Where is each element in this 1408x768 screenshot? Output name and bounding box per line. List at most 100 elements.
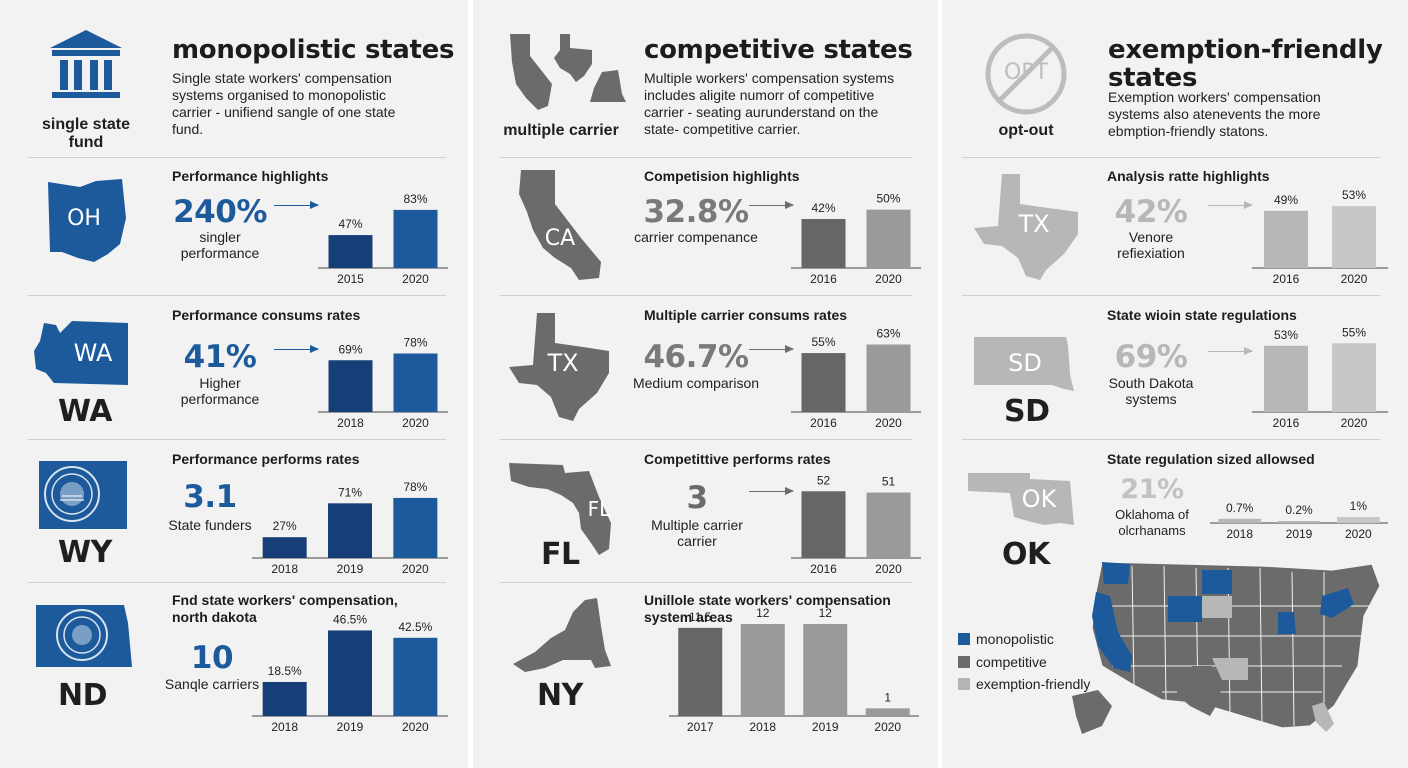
metric-caption: Oklahoma of olcrhanams <box>1115 507 1189 538</box>
state-shapes-icon <box>510 34 626 110</box>
texas-map-icon <box>509 313 609 421</box>
big-metric: 3 <box>686 480 708 516</box>
state-code: OK <box>1002 537 1050 572</box>
bar-chart: 55% 2016 63% 2020 <box>791 327 921 430</box>
big-metric: 42% <box>1114 194 1188 230</box>
bar-value-label: 27% <box>273 519 297 533</box>
metric-caption: singler performance <box>180 229 260 261</box>
icon-label: multiple carrier <box>503 122 619 139</box>
bar-value-label: 52 <box>817 473 831 487</box>
legend-label: monopolistic <box>976 631 1054 648</box>
column-title: competitive states <box>644 35 913 65</box>
arrow-icon <box>1208 347 1253 355</box>
icon-label: single state fund <box>41 116 131 151</box>
column-description: Single state workers' compensation syste… <box>172 70 396 137</box>
divider <box>28 157 446 158</box>
state-code: WY <box>58 535 112 570</box>
legend-label: exemption-friendly <box>976 676 1091 693</box>
california-map-icon <box>519 170 601 280</box>
bar-chart: 0.7% 2018 0.2% 2019 1% 2020 <box>1210 499 1388 541</box>
x-tick-label: 2018 <box>271 562 298 576</box>
icon-label: opt-out <box>998 122 1054 139</box>
big-metric: 69% <box>1114 339 1188 375</box>
legend-swatch <box>958 678 970 691</box>
bar-2016 <box>801 219 846 268</box>
bar-value-label: 1% <box>1350 499 1368 513</box>
bar-value-label: 11.5 <box>689 610 712 624</box>
x-tick-label: 2016 <box>810 416 837 430</box>
divider <box>500 295 912 296</box>
divider <box>500 582 912 583</box>
x-tick-label: 2020 <box>402 562 429 576</box>
big-metric: 41% <box>183 339 257 375</box>
bar-value-label: 47% <box>338 217 362 231</box>
bar-value-label: 83% <box>403 192 427 206</box>
map-state-code: TX <box>547 349 579 377</box>
arrow-icon <box>749 345 794 353</box>
x-tick-label: 2020 <box>874 720 901 734</box>
x-tick-label: 2017 <box>687 720 714 734</box>
map-state-code: WA <box>73 339 113 367</box>
x-tick-label: 2020 <box>875 272 902 286</box>
big-metric: 46.7% <box>643 339 749 375</box>
arrow-icon <box>1208 201 1253 209</box>
x-tick-label: 2019 <box>812 720 839 734</box>
bar-2016 <box>801 353 846 412</box>
big-metric: 3.1 <box>183 479 237 515</box>
metric-caption: Higher performance <box>180 375 260 407</box>
bar-value-label: 53% <box>1274 328 1298 342</box>
metric-caption: Venore refiexiation <box>1117 229 1185 261</box>
bar-2018 <box>740 624 785 716</box>
bar-value-label: 55% <box>811 335 835 349</box>
new-york-map-icon <box>513 598 611 672</box>
divider <box>962 295 1380 296</box>
bar-value-label: 51 <box>882 475 896 489</box>
divider <box>500 439 912 440</box>
x-tick-label: 2020 <box>1345 527 1372 541</box>
x-tick-label: 2018 <box>1226 527 1253 541</box>
x-tick-label: 2015 <box>337 272 364 286</box>
florida-map-icon <box>509 463 611 555</box>
metric-caption: State funders <box>168 517 252 533</box>
x-tick-label: 2019 <box>1286 527 1313 541</box>
panel-title: Fnd state workers' compensation, north d… <box>172 592 398 625</box>
bar-chart: 53% 2016 55% 2020 <box>1252 325 1388 430</box>
x-tick-label: 2016 <box>810 562 837 576</box>
bar-value-label: 12 <box>819 606 833 620</box>
bar-value-label: 0.2% <box>1285 503 1313 517</box>
state-code: FL <box>541 537 580 572</box>
column-title: monopolistic states <box>172 35 455 65</box>
bar-2018 <box>262 537 307 558</box>
panel-title: Competittive performs rates <box>644 451 831 467</box>
big-metric: 240% <box>173 194 267 230</box>
exemption-column: OPT opt-out exemption-friendly states Ex… <box>942 0 1408 768</box>
map-state-code: TX <box>1018 210 1050 238</box>
metric-caption: carrier compenance <box>634 229 758 245</box>
bar-chart: 11.5 2017 12 2018 12 2019 1 2020 <box>669 606 919 734</box>
bar-value-label: 50% <box>876 192 900 206</box>
column-title: exemption-friendly states <box>1108 35 1383 93</box>
divider <box>962 157 1380 158</box>
opt-icon-text: OPT <box>1003 60 1049 85</box>
bar-value-label: 46.5% <box>333 612 367 626</box>
state-code: SD <box>1004 394 1050 429</box>
metric-caption: Sanqle carriers <box>164 676 260 692</box>
bar-value-label: 0.7% <box>1226 501 1254 515</box>
column-description: Exemption workers' compensation systems … <box>1108 89 1321 139</box>
bar-chart: 52 2016 51 2020 <box>791 473 921 576</box>
texas-map-icon <box>974 174 1078 280</box>
x-tick-label: 2019 <box>337 562 364 576</box>
bar-chart: 69% 2018 78% 2020 <box>318 336 448 430</box>
bar-2020 <box>1336 517 1380 523</box>
legend-swatch <box>958 655 970 668</box>
x-tick-label: 2020 <box>402 720 429 734</box>
panel-title: Unillole state workers' compensation sys… <box>644 592 891 625</box>
x-tick-label: 2020 <box>1341 272 1368 286</box>
bar-value-label: 1 <box>884 690 891 704</box>
bar-value-label: 12 <box>756 606 770 620</box>
bar-2020 <box>393 353 438 412</box>
bar-2020 <box>1332 206 1376 268</box>
x-tick-label: 2018 <box>749 720 776 734</box>
state-code: ND <box>58 678 108 713</box>
bar-2019 <box>328 503 372 558</box>
